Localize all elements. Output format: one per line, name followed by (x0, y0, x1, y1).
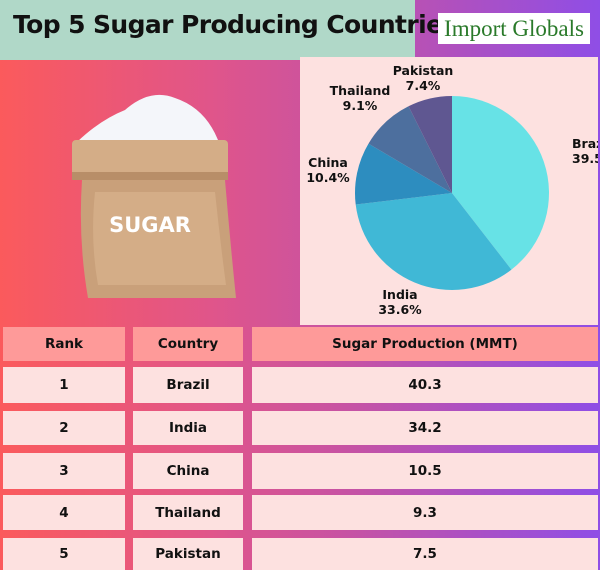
column-header-rank: Rank (3, 327, 125, 361)
pie-percent-brazil: 39.5% (572, 151, 598, 166)
table-cell-production: 40.3 (252, 367, 598, 403)
pie-slice-india (355, 193, 512, 290)
pie-label-thailand: Thailand (330, 83, 391, 98)
pie-label-brazil: Brazil (572, 136, 598, 151)
table-cell-rank: 2 (3, 411, 125, 445)
pie-percent-pakistan: 7.4% (406, 78, 441, 93)
sugar-mound (77, 94, 218, 142)
pie-slice-china (355, 143, 452, 205)
table-cell-production: 7.5 (252, 538, 598, 570)
title-banner: Top 5 Sugar Producing Countries (0, 0, 457, 60)
table-cell-production: 34.2 (252, 411, 598, 445)
page-title: Top 5 Sugar Producing Countries (13, 10, 457, 39)
pie-slice-brazil (452, 96, 549, 270)
sack-collar-shadow (72, 172, 228, 180)
table-cell-production: 9.3 (252, 495, 598, 530)
table-cell-rank: 1 (3, 367, 125, 403)
table-cell-country: China (133, 453, 243, 489)
table-cell-rank: 3 (3, 453, 125, 489)
table-cell-rank: 4 (3, 495, 125, 530)
pie-percent-thailand: 9.1% (343, 98, 378, 113)
column-header-country: Country (133, 327, 243, 361)
sack-front (93, 192, 226, 285)
pie-slice-thailand (368, 106, 452, 193)
pie-slice-pakistan (408, 96, 452, 193)
table-cell-country: Pakistan (133, 538, 243, 570)
table-cell-country: Thailand (133, 495, 243, 530)
pie-percent-india: 33.6% (378, 302, 422, 317)
sack-label: SUGAR (109, 213, 191, 237)
import-globals-logo: Import Globals (438, 13, 590, 44)
pie-label-china: China (308, 155, 348, 170)
table-cell-production: 10.5 (252, 453, 598, 489)
pie-percent-china: 10.4% (306, 170, 350, 185)
pie-label-india: India (382, 287, 417, 302)
sugar-sack-illustration: SUGAR (72, 94, 236, 298)
pie-label-pakistan: Pakistan (393, 63, 454, 78)
table-cell-country: India (133, 411, 243, 445)
table-cell-country: Brazil (133, 367, 243, 403)
column-header-production: Sugar Production (MMT) (252, 327, 598, 361)
table-cell-rank: 5 (3, 538, 125, 570)
sack-collar (72, 140, 228, 178)
